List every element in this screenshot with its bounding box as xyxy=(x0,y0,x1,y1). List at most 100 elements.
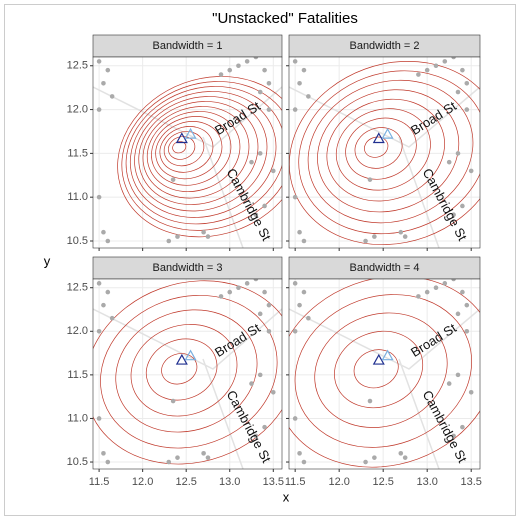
panel-border xyxy=(288,56,481,249)
panel-border xyxy=(92,278,283,470)
fatality xyxy=(301,238,307,244)
fatality xyxy=(201,451,206,456)
contour xyxy=(134,96,268,212)
fatality xyxy=(270,168,276,174)
fatality xyxy=(451,57,456,60)
fatality xyxy=(297,302,302,308)
fatality xyxy=(451,433,456,439)
contour xyxy=(159,126,214,173)
y-tick-label: 11.5 xyxy=(67,147,88,159)
fatality xyxy=(257,151,263,156)
x-tick-label: 13.5 xyxy=(263,476,284,488)
contour xyxy=(364,136,389,158)
contour xyxy=(289,279,480,468)
fatality xyxy=(266,302,272,308)
fatality xyxy=(205,234,211,239)
fatality xyxy=(236,285,241,291)
x-tick-label: 13.0 xyxy=(416,476,437,488)
fatality xyxy=(455,372,461,378)
fatality xyxy=(257,311,263,317)
contour xyxy=(155,121,223,180)
panel-border xyxy=(288,278,481,470)
fatality xyxy=(301,289,307,295)
plot-area xyxy=(93,57,282,248)
fatality xyxy=(105,67,111,73)
fatality xyxy=(402,234,408,239)
fatality xyxy=(292,59,298,64)
contour xyxy=(298,70,480,235)
street xyxy=(289,86,480,248)
fatality xyxy=(105,459,111,465)
fatality xyxy=(270,390,276,395)
panel-border xyxy=(92,56,283,249)
fatality xyxy=(398,451,404,456)
plot-area xyxy=(289,57,480,248)
fatality xyxy=(455,151,461,156)
fatality xyxy=(205,455,211,460)
contour xyxy=(115,309,258,433)
fatality xyxy=(175,455,180,460)
fatality xyxy=(460,424,465,430)
x-tick-label: 11.5 xyxy=(89,476,110,488)
fatality xyxy=(367,177,373,182)
contour xyxy=(130,324,238,417)
contour xyxy=(161,353,198,385)
fatality xyxy=(170,398,176,404)
x-tick-label: 13.0 xyxy=(219,476,240,488)
street xyxy=(289,308,480,469)
y-tick-label: 11.0 xyxy=(67,412,88,424)
fatality xyxy=(101,80,106,86)
fatality xyxy=(433,63,439,69)
contour xyxy=(163,131,205,167)
fatality xyxy=(96,194,102,200)
strip-label: Bandwidth = 1 xyxy=(152,40,222,52)
fatality xyxy=(236,63,241,69)
fatality xyxy=(402,455,408,460)
fatality xyxy=(292,107,298,112)
fatality xyxy=(96,59,102,64)
contour xyxy=(93,280,282,465)
fatality xyxy=(297,229,302,235)
pump xyxy=(184,127,197,139)
fatality xyxy=(175,234,180,239)
pump xyxy=(381,349,394,361)
fatality xyxy=(464,302,470,308)
contour xyxy=(168,136,196,160)
fatality xyxy=(262,424,267,430)
contour xyxy=(334,330,424,409)
fatality xyxy=(363,238,368,244)
fatality xyxy=(166,238,172,244)
fatality xyxy=(253,57,259,60)
pump xyxy=(372,132,385,144)
fatality xyxy=(424,289,430,295)
fatality xyxy=(363,459,368,465)
fatality xyxy=(249,381,254,386)
pump xyxy=(381,127,394,139)
y-tick-label: 12.5 xyxy=(67,60,88,72)
fatality xyxy=(464,328,470,334)
y-tick-label: 12.5 xyxy=(67,282,88,294)
contour xyxy=(335,108,431,191)
street xyxy=(93,308,282,469)
strip-label: Bandwidth = 3 xyxy=(152,262,222,274)
fatality xyxy=(109,94,115,99)
fatality xyxy=(101,451,106,456)
contour xyxy=(326,98,445,202)
contour xyxy=(145,338,218,401)
fatality xyxy=(96,281,102,286)
pump xyxy=(372,353,385,365)
fatality xyxy=(218,72,224,77)
plot-area xyxy=(93,279,282,469)
fatality xyxy=(96,107,102,112)
fatality xyxy=(266,107,272,112)
fatality xyxy=(101,229,106,235)
fatality xyxy=(372,234,377,239)
fatality xyxy=(96,416,102,421)
contour xyxy=(317,89,460,213)
fatality xyxy=(306,94,311,99)
fatality xyxy=(257,372,263,378)
x-tick-label: 12.0 xyxy=(132,476,153,488)
y-tick-label: 12.0 xyxy=(67,325,88,337)
fatality xyxy=(257,89,263,95)
pump xyxy=(184,349,197,361)
